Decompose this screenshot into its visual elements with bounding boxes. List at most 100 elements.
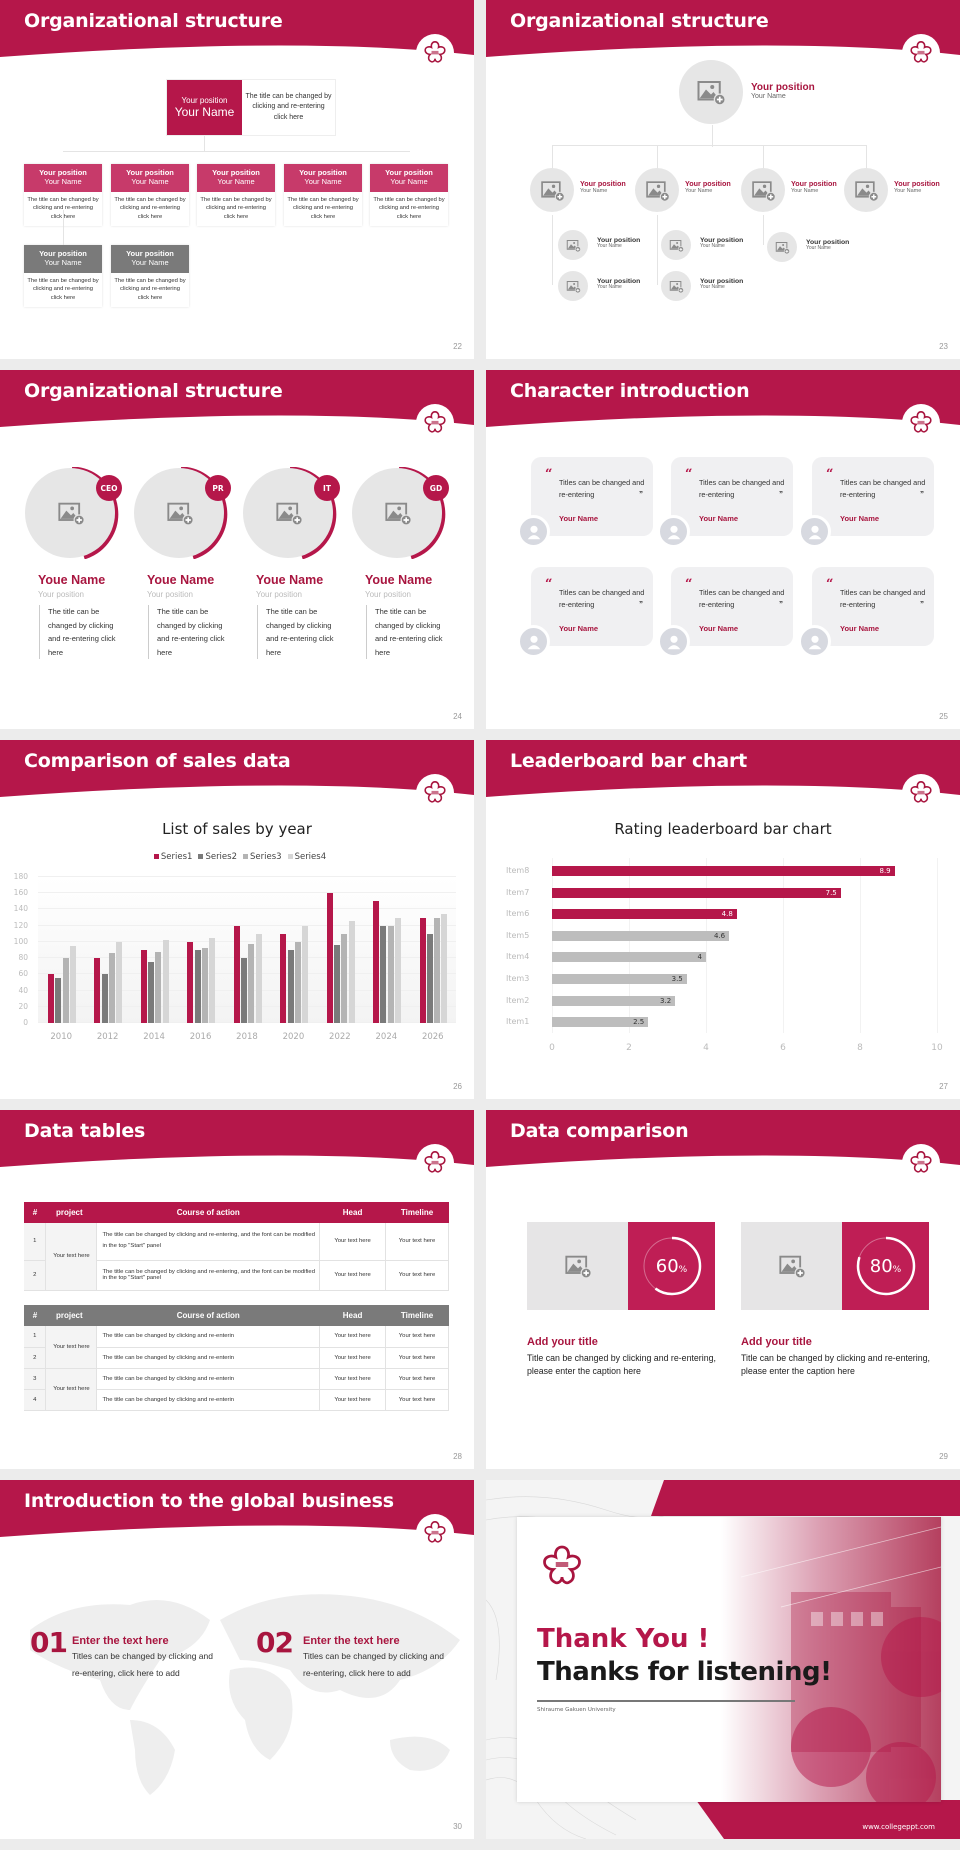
- leaderboard-bar[interactable]: 7.5: [552, 887, 841, 898]
- slide-29[interactable]: Data comparison 60% Add your title Title c…: [486, 1110, 960, 1469]
- org-card[interactable]: Your position Your Name The title can be…: [284, 164, 362, 226]
- table-row[interactable]: 4 The title can be changed by clicking a…: [24, 1389, 449, 1411]
- slide-28[interactable]: Data tables # project Course of action H…: [0, 1110, 474, 1469]
- leaderboard-bar[interactable]: 3.2: [552, 995, 676, 1006]
- org-card[interactable]: Your position Your Name The title can be…: [197, 164, 275, 226]
- photo-placeholder[interactable]: [661, 271, 691, 301]
- bar-series2[interactable]: [426, 933, 433, 1023]
- bar-series4[interactable]: [395, 917, 401, 1023]
- bar-series1[interactable]: [233, 925, 240, 1023]
- bar-series1[interactable]: [373, 901, 380, 1023]
- bar-series4[interactable]: [116, 941, 123, 1023]
- avatar[interactable]: [517, 625, 550, 658]
- org-card[interactable]: Your position Your Name The title can be…: [24, 245, 102, 307]
- leaderboard-bar[interactable]: 4.8: [552, 909, 737, 920]
- bar-series2[interactable]: [55, 978, 62, 1023]
- leaderboard-bar[interactable]: 4.6: [552, 930, 730, 941]
- org-top-node[interactable]: Your position Your Name The title can be…: [166, 79, 336, 136]
- quote-card[interactable]: “ Titles can be changed and re-entering …: [671, 567, 793, 646]
- slide-22[interactable]: Organizational structure Your position Y…: [0, 0, 474, 359]
- bar-series3[interactable]: [109, 953, 116, 1023]
- leaderboard-bar[interactable]: 4: [552, 952, 706, 963]
- bar-series3[interactable]: [434, 917, 441, 1023]
- org-card[interactable]: Your position Your Name The title can be…: [111, 164, 189, 226]
- bar-series2[interactable]: [101, 974, 108, 1023]
- quote-card[interactable]: “ Titles can be changed and re-entering …: [812, 567, 934, 646]
- photo-placeholder[interactable]: [530, 168, 574, 212]
- table-row[interactable]: 1 Your text here The title can be change…: [24, 1223, 449, 1291]
- quote-card[interactable]: “ Titles can be changed and re-entering …: [531, 567, 653, 646]
- photo-placeholder[interactable]: [679, 60, 743, 124]
- bar-series2[interactable]: [194, 950, 201, 1023]
- website-link[interactable]: www.collegeppt.com: [862, 1823, 935, 1831]
- bar-series3[interactable]: [201, 948, 208, 1023]
- bar-series1[interactable]: [94, 958, 101, 1023]
- quote-card[interactable]: “ Titles can be changed and re-entering …: [531, 457, 653, 536]
- slide-25[interactable]: Character introduction “ Titles can be c…: [486, 370, 960, 729]
- quote-card[interactable]: “ Titles can be changed and re-entering …: [671, 457, 793, 536]
- leaderboard-bar[interactable]: 8.9: [552, 866, 895, 876]
- table-row[interactable]: 2 The title can be changed by clicking a…: [24, 1260, 449, 1291]
- photo-placeholder[interactable]: [661, 230, 691, 260]
- member-photo[interactable]: GD: [351, 467, 449, 559]
- bar-series3[interactable]: [155, 951, 162, 1023]
- slide-26[interactable]: Comparison of sales data List of sales b…: [0, 740, 474, 1099]
- bar-series3[interactable]: [248, 943, 255, 1023]
- org-card[interactable]: Your position Your Name The title can be…: [24, 164, 102, 226]
- bar-series4[interactable]: [255, 933, 262, 1023]
- member-photo[interactable]: PR: [133, 467, 231, 559]
- photo-placeholder[interactable]: [741, 168, 785, 212]
- bar-series1[interactable]: [187, 941, 194, 1023]
- col-header: project: [55, 1208, 83, 1217]
- photo-placeholder[interactable]: [558, 230, 588, 260]
- leaderboard-bar[interactable]: 3.5: [552, 974, 687, 984]
- bar-series2[interactable]: [287, 950, 294, 1023]
- slide-header: Organizational structure: [0, 370, 474, 430]
- table-row[interactable]: 1 Your text here The title can be change…: [24, 1326, 449, 1369]
- bar-series1[interactable]: [48, 974, 54, 1023]
- bar-series3[interactable]: [341, 933, 348, 1023]
- bar-series2[interactable]: [148, 962, 155, 1023]
- slide-24[interactable]: Organizational structure CEO Youe Name You…: [0, 370, 474, 729]
- slide-30[interactable]: Introduction to the global business 01 En…: [0, 1480, 474, 1839]
- avatar[interactable]: [657, 515, 690, 548]
- bar-series4[interactable]: [162, 940, 169, 1023]
- bar-series3[interactable]: [294, 941, 301, 1023]
- photo-placeholder[interactable]: [767, 232, 797, 262]
- bar-series3[interactable]: [387, 925, 394, 1023]
- avatar[interactable]: [517, 515, 550, 548]
- bar-series4[interactable]: [302, 925, 309, 1023]
- bar-series4[interactable]: [348, 920, 355, 1023]
- bar-series4[interactable]: [441, 913, 448, 1023]
- org-card[interactable]: Your position Your Name The title can be…: [111, 245, 189, 307]
- org-card[interactable]: Your position Your Name The title can be…: [370, 164, 448, 226]
- photo-placeholder[interactable]: [635, 168, 679, 212]
- slide-27[interactable]: Leaderboard bar chart Rating leaderboard…: [486, 740, 960, 1099]
- table-row[interactable]: 2 The title can be changed by clicking a…: [24, 1347, 449, 1369]
- bar-series1[interactable]: [326, 893, 333, 1023]
- red-arc-icon: [352, 467, 446, 559]
- image-placeholder[interactable]: [741, 1222, 842, 1310]
- avatar[interactable]: [798, 515, 831, 548]
- table-row[interactable]: 3 Your text here The title can be change…: [24, 1368, 449, 1411]
- image-placeholder[interactable]: [527, 1222, 628, 1310]
- quote-card[interactable]: “ Titles can be changed and re-entering …: [812, 457, 934, 536]
- leaderboard-bar[interactable]: 2.5: [552, 1017, 649, 1028]
- slide-23[interactable]: Organizational structure Your position Yo…: [486, 0, 960, 359]
- bar-series4[interactable]: [209, 937, 216, 1023]
- bar-series3[interactable]: [62, 958, 69, 1023]
- bar-series1[interactable]: [419, 917, 426, 1023]
- member-photo[interactable]: CEO: [24, 467, 122, 559]
- bar-series2[interactable]: [241, 958, 248, 1023]
- member-photo[interactable]: IT: [242, 467, 340, 559]
- avatar[interactable]: [798, 625, 831, 658]
- avatar[interactable]: [657, 625, 690, 658]
- bar-series1[interactable]: [140, 950, 147, 1023]
- bar-series1[interactable]: [280, 933, 287, 1023]
- photo-placeholder[interactable]: [558, 271, 588, 301]
- bar-series2[interactable]: [333, 945, 340, 1023]
- bar-series4[interactable]: [69, 945, 76, 1023]
- photo-placeholder[interactable]: [844, 168, 888, 212]
- bar-series2[interactable]: [380, 925, 387, 1023]
- slide-31[interactable]: Thank You ! Thanks for listening! Shirau…: [486, 1480, 960, 1839]
